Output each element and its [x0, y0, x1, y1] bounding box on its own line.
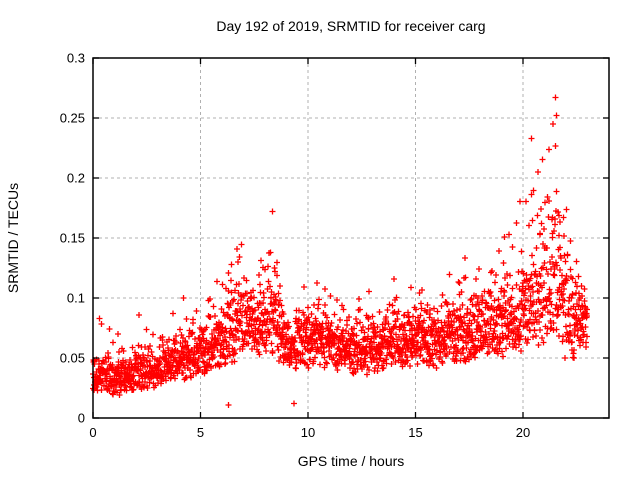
svg-text:0.15: 0.15 [60, 231, 85, 246]
svg-text:10: 10 [301, 425, 315, 440]
plot-border [92, 57, 610, 419]
x-axis-label: GPS time / hours [298, 453, 405, 469]
tick-labels: 0 5 10 15 20 0 0.05 0.1 0.15 0.2 0.25 0.3 [60, 51, 531, 441]
y-axis-label: SRMTID / TECUs [5, 183, 21, 293]
svg-text:5: 5 [197, 425, 204, 440]
svg-text:0: 0 [78, 411, 85, 426]
svg-text:0.3: 0.3 [67, 51, 85, 66]
svg-text:0.2: 0.2 [67, 171, 85, 186]
svg-text:0.25: 0.25 [60, 111, 85, 126]
data-points-series [90, 94, 590, 408]
svg-text:0.05: 0.05 [60, 351, 85, 366]
svg-text:0.1: 0.1 [67, 291, 85, 306]
svg-text:15: 15 [408, 425, 422, 440]
svg-text:0: 0 [89, 425, 96, 440]
svg-text:20: 20 [516, 425, 530, 440]
chart-title: Day 192 of 2019, SRMTID for receiver car… [216, 18, 485, 34]
